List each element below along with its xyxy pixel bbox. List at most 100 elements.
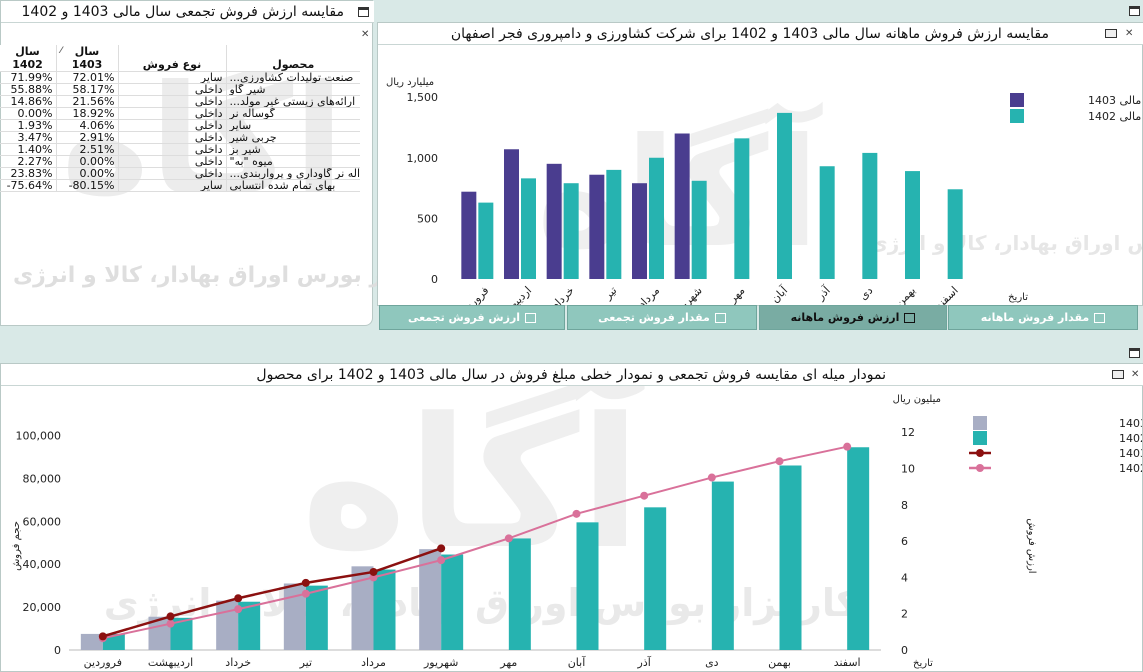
table-row[interactable]: ...اله نر گاوداری و پرواربندی داخلی 0.00% 2… [0,167,360,180]
bar-volume-1402[interactable] [711,481,734,650]
point-value-1402[interactable] [707,473,716,482]
bar-volume-1403[interactable] [351,566,374,650]
clear-filter-icon-monthly[interactable]: ✕ [1125,28,1134,39]
tab-2[interactable]: مقدار فروش تجمعی [567,305,757,330]
cell-type: داخلی [117,107,226,120]
bar-1403[interactable] [589,174,605,279]
legend-swatch[interactable] [1010,109,1024,123]
tab-label: ارزش فروش ماهانه [790,311,900,324]
bar-1402[interactable] [691,180,707,279]
bar-1402[interactable] [947,189,963,279]
sort-icon[interactable]: ⁄ [60,46,63,56]
bar-1402[interactable] [905,171,920,279]
table-row[interactable]: شیر بز داخلی 2.51% 1.40% [0,143,360,156]
point-value-1402[interactable] [504,534,513,543]
legend-swatch[interactable] [973,431,987,445]
table-row[interactable]: شیر گاو داخلی 58.17% 55.88% [0,83,360,96]
legend-label: حجم فروش تجمعی 1402 [1119,432,1142,445]
bar-1402[interactable] [819,166,835,279]
cell-type: داخلی [117,143,226,156]
table-row[interactable]: ...صنعت تولیدات کشاورزی سایر 72.01% 71.99% [0,71,360,84]
bar-1402[interactable] [521,178,536,279]
point-value-1403[interactable] [437,544,446,553]
bar-1402[interactable] [862,152,878,279]
point-value-1403[interactable] [369,567,378,576]
bar-1402[interactable] [734,138,750,279]
bar-1403[interactable] [461,191,477,279]
line-value-1403[interactable] [102,547,442,638]
point-value-1402[interactable] [437,556,446,565]
table-panel-title-bar: مقایسه ارزش فروش تجمعی سال مالی 1403 و 1… [1,1,374,23]
clear-filter-icon-cumulative[interactable]: ✕ [1131,369,1140,380]
legend-swatch[interactable] [1010,93,1024,107]
table-row[interactable]: ...ارائه‌های زیستی غیر مولد داخلی 21.56% 14… [0,95,360,108]
bar-1402[interactable] [606,169,622,279]
clear-filter-icon[interactable]: ✕ [361,29,370,40]
table-row[interactable]: سایر داخلی 4.06% 1.93% [0,119,360,132]
bar-1403[interactable] [546,163,562,279]
maximize-icon-cumulative[interactable] [1129,348,1140,358]
table-row[interactable]: "میوه "به داخلی 0.00% 2.27% [0,155,360,168]
bar-volume-1402[interactable] [305,585,328,650]
col-header-type[interactable]: نوع فروش [117,45,226,72]
bar-1403[interactable] [632,183,647,279]
legend-label: ارزش فروش تجمعی 1402 [1119,462,1142,475]
table-row[interactable]: بهای تمام شده انتسابی سایر -80.15% -75.64% [0,179,360,192]
tab-1[interactable]: ارزش فروش ماهانه [759,305,947,330]
point-value-1403[interactable] [166,612,175,621]
bar-volume-1402[interactable] [238,601,261,650]
bar-volume-1403[interactable] [419,549,442,650]
point-value-1402[interactable] [301,589,310,598]
bar-volume-1403[interactable] [80,633,103,650]
cell-type: داخلی [117,119,226,132]
cell-product: شیر بز [225,143,360,156]
point-value-1402[interactable] [572,509,581,518]
legend-swatch[interactable] [973,416,987,430]
cell-1403: 4.06% [55,119,118,132]
point-value-1403[interactable] [234,594,243,603]
tab-0[interactable]: مقدار فروش ماهانه [948,305,1138,330]
point-value-1402[interactable] [166,619,175,628]
col-header-product[interactable]: محصول [225,45,360,72]
table-row[interactable]: گوساله نر داخلی 18.92% 0.00% [0,107,360,120]
bar-volume-1402[interactable] [441,554,464,650]
bar-1402[interactable] [649,157,664,279]
legend-marker[interactable] [976,449,984,457]
bar-1402[interactable] [478,202,494,279]
bar-volume-1402[interactable] [847,447,870,650]
bar-1402[interactable] [777,112,792,279]
col-header-1403[interactable]: سال 1403 ⁄ [55,45,118,72]
point-value-1403[interactable] [98,632,107,641]
col-header-1402[interactable]: سال 1402 [0,45,56,72]
bar-volume-1402[interactable] [170,617,193,650]
point-value-1402[interactable] [843,442,852,451]
maximize-icon[interactable] [358,7,369,17]
x-tick-label: اسفند [834,656,861,669]
bar-volume-1402[interactable] [779,465,802,650]
bar-volume-1402[interactable] [508,538,531,650]
point-value-1402[interactable] [640,491,649,500]
bar-1403[interactable] [504,149,519,279]
cell-type: داخلی [117,167,226,180]
bar-1402[interactable] [563,183,579,279]
tab-3[interactable]: ارزش فروش تجمعی [379,305,565,330]
table-row[interactable]: چربی شیر داخلی 2.91% 3.47% [0,131,360,144]
point-value-1403[interactable] [301,578,310,587]
point-value-1402[interactable] [234,605,243,614]
bar-volume-1402[interactable] [576,522,599,650]
point-value-1402[interactable] [775,457,784,466]
print-icon-cumulative[interactable] [1112,370,1124,379]
legend-marker[interactable] [976,464,984,472]
bar-volume-1402[interactable] [373,569,396,650]
cell-1403: 2.51% [55,143,118,156]
cumulative-panel-title-bar: نمودار میله ای مقایسه فروش تجمعی و نمودا… [1,364,1143,386]
bar-1403[interactable] [674,133,690,280]
print-icon[interactable] [1105,29,1117,38]
y-right-axis-label: ارزش فروش [1026,518,1037,573]
maximize-icon-monthly[interactable] [1129,6,1140,16]
bar-volume-1402[interactable] [644,507,667,650]
line-value-1402[interactable] [102,445,848,640]
bar-volume-1403[interactable] [283,583,306,650]
cell-1402: 1.93% [0,119,56,132]
